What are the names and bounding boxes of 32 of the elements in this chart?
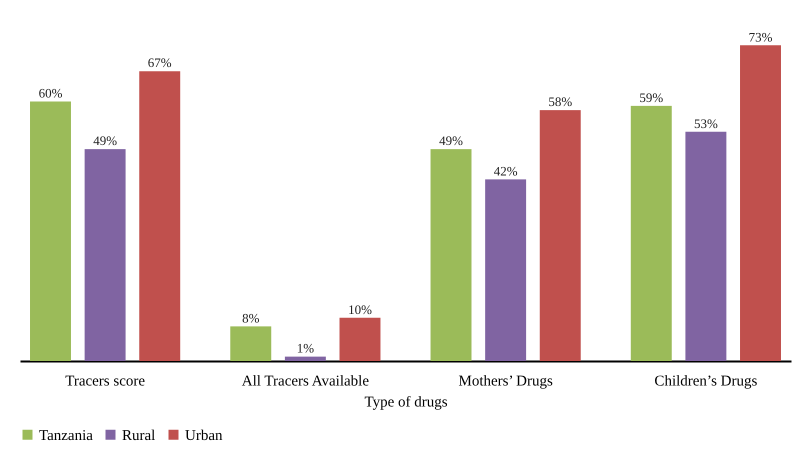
data-label: 60%: [38, 86, 63, 100]
bar: [630, 106, 672, 361]
data-label: 73%: [748, 29, 773, 44]
bar: [740, 45, 781, 361]
bar: [340, 318, 380, 361]
bar: [230, 326, 272, 361]
bar: [284, 356, 326, 361]
data-label: 10%: [348, 302, 372, 317]
x-tick-label: Children’s Drugs: [654, 374, 758, 390]
legend-label: Tanzania: [39, 428, 94, 444]
legend-label: Urban: [185, 428, 223, 444]
bar: [139, 71, 180, 361]
bar: [485, 179, 526, 361]
x-tick-label: Mothers’ Drugs: [458, 374, 553, 390]
data-label: 53%: [694, 116, 718, 131]
bar: [30, 102, 71, 361]
data-label: 42%: [494, 163, 518, 178]
data-label: 8%: [242, 310, 260, 326]
x-tick-label: Tracers score: [65, 374, 146, 390]
data-label: 59%: [639, 90, 664, 105]
bar: [430, 149, 472, 361]
data-label: 58%: [548, 94, 572, 110]
x-axis-title: Type of drugs: [364, 394, 448, 410]
data-label: 1%: [296, 340, 314, 356]
data-label: 67%: [148, 55, 172, 70]
legend-label: Rural: [122, 428, 156, 444]
bar: [84, 149, 126, 361]
data-label: 49%: [93, 133, 118, 148]
data-label: 49%: [439, 133, 464, 148]
bar: [540, 110, 581, 361]
x-tick-label: All Tracers Available: [242, 374, 370, 390]
bar: [685, 132, 726, 361]
